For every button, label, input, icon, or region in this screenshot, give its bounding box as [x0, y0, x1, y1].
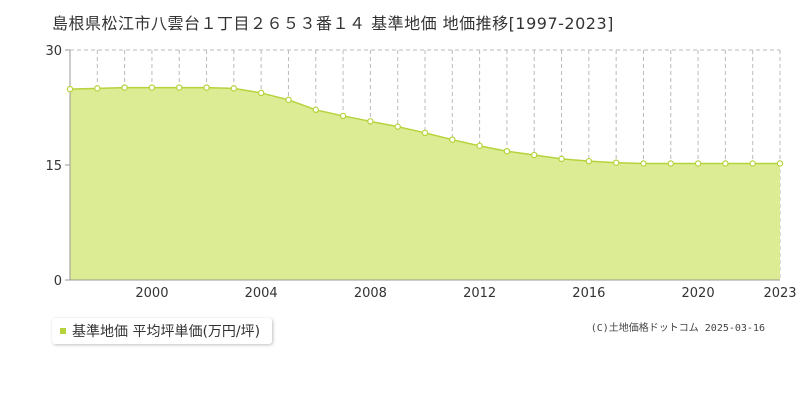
data-point [94, 85, 101, 92]
data-point [694, 160, 702, 167]
data-point [203, 84, 210, 91]
data-point [66, 85, 74, 93]
x-tick-label: 2000 [135, 286, 168, 301]
data-point [476, 142, 483, 150]
data-point [121, 84, 128, 91]
data-point [421, 129, 429, 136]
data-point [749, 160, 756, 167]
data-point [285, 96, 292, 104]
tick-labels: 0 15 30 2000 2004 2008 2012 2016 2020 2023 [45, 44, 796, 301]
data-point [612, 159, 620, 166]
data-point [640, 160, 647, 167]
data-point [230, 85, 238, 92]
data-point [776, 160, 784, 167]
area-fill [70, 87, 780, 280]
legend: 基準地価 平均坪単価(万円/坪) [52, 318, 273, 344]
x-tick-label: 2020 [682, 286, 715, 301]
x-tick-label: 2012 [463, 286, 496, 301]
legend-label: 基準地価 平均坪単価(万円/坪) [72, 324, 261, 340]
data-point [531, 151, 538, 159]
y-tick-label: 0 [54, 274, 62, 289]
chart-title: 島根県松江市八雲台１丁目２６５３番１４ 基準地価 地価推移[1997-2023] [52, 14, 614, 33]
legend-swatch [60, 328, 66, 334]
x-tick-label: 2008 [354, 286, 387, 301]
x-tick-label: 2004 [245, 286, 278, 301]
data-point [722, 160, 729, 167]
x-tick-label: 2016 [572, 286, 605, 301]
data-point [449, 136, 456, 143]
data-point [667, 160, 674, 167]
y-tick-label: 15 [45, 159, 62, 174]
data-point [503, 147, 511, 155]
data-point [558, 155, 565, 163]
data-point [148, 84, 156, 91]
data-point [257, 89, 265, 97]
y-tick-label: 30 [45, 44, 62, 59]
series-points [66, 84, 784, 167]
data-point [339, 112, 347, 120]
data-point [312, 106, 319, 114]
x-tick-label: 2023 [763, 286, 796, 301]
copyright-text: (C)土地価格ドットコム 2025-03-16 [590, 323, 765, 334]
data-point [176, 84, 183, 91]
data-point [367, 118, 374, 125]
data-point [394, 123, 401, 130]
data-point [585, 157, 593, 165]
